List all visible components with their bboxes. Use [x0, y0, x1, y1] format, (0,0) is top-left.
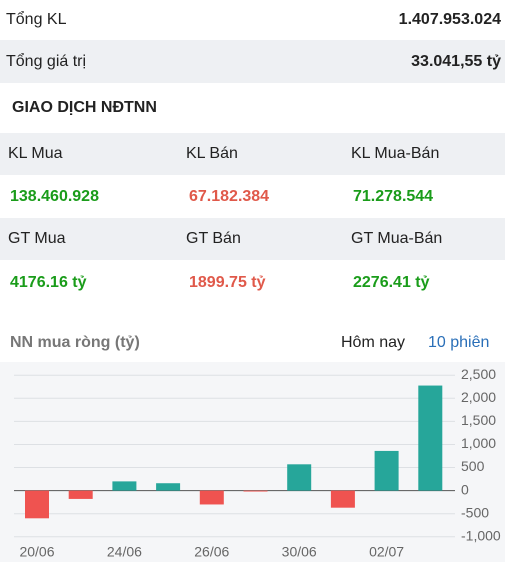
y-tick-label: 1,000 [461, 435, 496, 451]
tab[interactable]: Hôm nay [341, 334, 406, 351]
value-cell: 2276.41 tỷ [353, 273, 430, 291]
value-cell: 1899.75 tỷ [189, 273, 266, 291]
chart-header: NN mua ròng (tỷ) Hôm nay 10 phiên [0, 325, 505, 361]
bar [287, 464, 312, 491]
bar [156, 483, 181, 491]
y-tick-label: 0 [461, 481, 469, 497]
header-cell: GT Bán [186, 230, 241, 247]
value-cell: 71.278.544 [353, 187, 434, 205]
chart-title: NN mua ròng (tỷ) [10, 334, 140, 351]
header-cell: GT Mua [8, 230, 66, 247]
y-tick-label: -1,000 [461, 527, 501, 543]
label: Tổng KL [6, 11, 67, 28]
value: 33.041,55 tỷ [411, 52, 501, 70]
table-header: KL Mua KL Bán KL Mua-Bán [0, 133, 505, 175]
header-cell: GT Mua-Bán [351, 230, 443, 247]
table-row: 4176.16 tỷ 1899.75 tỷ 2276.41 tỷ [0, 260, 505, 305]
total-volume-row: Tổng KL 1.407.953.024 [0, 0, 505, 40]
total-value-row: Tổng giá trị 33.041,55 tỷ [0, 40, 505, 83]
y-tick-label: -500 [461, 504, 489, 520]
y-tick-label: 2,500 [461, 366, 496, 382]
section-title: GIAO DỊCH NĐTNN [12, 99, 157, 116]
y-tick-label: 1,500 [461, 412, 496, 428]
bar [374, 450, 399, 491]
x-tick-label: 02/07 [369, 544, 404, 560]
header-cell: KL Mua [8, 145, 63, 162]
header-cell: KL Bán [186, 145, 238, 162]
x-tick-label: 30/06 [282, 544, 317, 560]
x-tick-label: 24/06 [107, 544, 142, 560]
tab[interactable]: 10 phiên [428, 334, 490, 351]
x-tick-label: 20/06 [19, 544, 54, 560]
bar [243, 490, 268, 492]
label: Tổng giá trị [6, 52, 87, 70]
bar [330, 490, 355, 508]
bar [418, 385, 443, 491]
value: 1.407.953.024 [398, 11, 501, 28]
value-cell: 138.460.928 [10, 187, 99, 205]
bar [112, 481, 137, 491]
y-tick-label: 500 [461, 458, 485, 474]
chart: 2,500 2,000 1,500 1,000 500 0 -500 -1,000 20/06 2… [0, 362, 505, 562]
header-cell: KL Mua-Bán [351, 145, 440, 162]
table-row: 138.460.928 67.182.384 71.278.544 [0, 175, 505, 218]
bar [68, 490, 93, 499]
x-tick-label: 26/06 [194, 544, 229, 560]
bar [199, 490, 224, 505]
value-cell: 4176.16 tỷ [10, 273, 87, 291]
table-header: GT Mua GT Bán GT Mua-Bán [0, 218, 505, 260]
value-cell: 67.182.384 [189, 187, 270, 205]
bar [25, 490, 49, 519]
y-tick-label: 2,000 [461, 389, 496, 405]
section-header: GIAO DỊCH NĐTNN [0, 83, 505, 133]
